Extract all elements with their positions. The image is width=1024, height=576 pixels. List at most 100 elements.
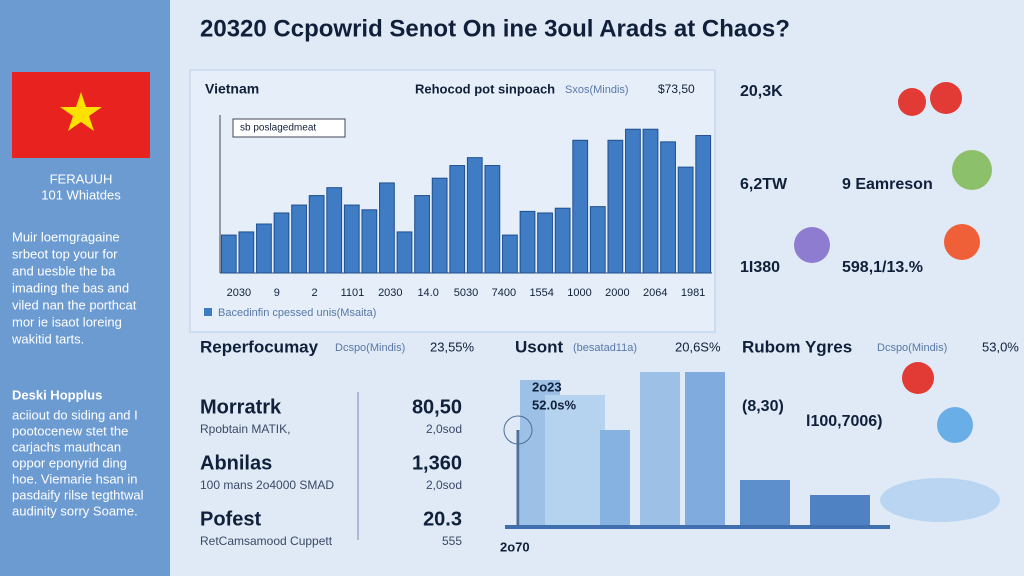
sidebar-text: viled nan the porthcat (12, 297, 137, 312)
bar (308, 195, 325, 274)
city-label: 2o23 (532, 379, 562, 394)
right-stat: 1I380 (740, 259, 780, 276)
bar (326, 187, 343, 274)
right-stat: l100,7006) (806, 413, 883, 430)
sidebar-text: imading the bas and (12, 280, 129, 295)
x-tick-label: 2064 (643, 287, 667, 299)
bar (466, 157, 483, 274)
section-value: 20,6S% (675, 339, 721, 354)
sidebar-text: carjachs mauthcan (12, 439, 121, 454)
x-tick-label: 1981 (681, 287, 705, 299)
section-title: Reperfocumay (200, 337, 319, 356)
section-unit: Dcspo(Mindis) (877, 342, 947, 354)
inset-label: sb poslagedmeat (240, 123, 316, 134)
bubbles (794, 82, 1000, 522)
sidebar-text: pootocenew stet the (12, 423, 128, 438)
right-stat: 9 Eamreson (842, 176, 933, 193)
sidebar-text: hoe. Viemarie hsan in (12, 471, 138, 486)
sidebar-heading: Deski Hopplus (12, 387, 102, 402)
x-tick-label: 1101 (341, 287, 365, 299)
x-tick-label: 2000 (605, 287, 629, 299)
x-tick-label: 1554 (529, 287, 553, 299)
bar (625, 128, 641, 274)
right-stat: (8,30) (742, 398, 784, 415)
x-tick-label: 5030 (454, 287, 478, 299)
bar (361, 209, 378, 274)
x-tick-label: 1000 (567, 287, 591, 299)
x-tick-label: 7400 (492, 287, 516, 299)
sidebar-text: Muir loemgragaine (12, 229, 120, 244)
stat-name: Pofest (200, 508, 261, 530)
inset-box (232, 118, 346, 138)
city-label: 2o70 (500, 539, 530, 554)
bar (695, 135, 712, 274)
bar (484, 165, 501, 274)
x-tick-label: 9 (274, 287, 280, 299)
bar (396, 231, 413, 274)
bar (642, 128, 659, 274)
bar (519, 210, 536, 274)
stat-sub: 555 (442, 534, 462, 548)
section-value: 53,0% (982, 339, 1019, 354)
bar (572, 139, 589, 274)
sidebar-text: pasdaify rilse tegthtwal (12, 487, 144, 502)
bar (660, 141, 676, 274)
stat-sub: 2,0sod (426, 422, 462, 436)
chart-label: Vietnam (205, 81, 259, 97)
section-value: 23,55% (430, 339, 475, 354)
legend-swatch (204, 308, 212, 316)
sidebar-text: wakitid tarts. (11, 331, 84, 346)
city-label: 52.0s% (532, 397, 577, 412)
bar (502, 234, 518, 274)
flag-star (60, 92, 102, 131)
bar (238, 231, 255, 274)
bar (607, 139, 624, 274)
bar (291, 204, 307, 274)
sidebar-caption: 101 Whiatdes (41, 187, 121, 202)
section-title: Usont (515, 337, 564, 356)
stat-desc: RetCamsamood Cuppett (200, 534, 333, 548)
chart-label: Rehocod pot sinpoach (415, 81, 555, 96)
sidebar-text: oppor eponyrid ding (12, 455, 127, 470)
right-stat: 598,1/13.% (842, 259, 923, 276)
bar (379, 182, 395, 274)
bar (589, 206, 606, 274)
stat-desc: Rpobtain MATIK, (200, 422, 290, 436)
legend: Bacedinfin cpessed unis(Msaita) (218, 307, 376, 319)
bar (431, 177, 448, 274)
bar (677, 166, 694, 274)
bar (343, 204, 360, 274)
title: 20320 Ccpowrid Senot On ine 3oul Arads a… (200, 15, 790, 42)
bar (537, 212, 553, 274)
city-illustration (503, 372, 890, 529)
section-title: Rubom Ygres (742, 337, 852, 356)
x-tick-label: 14.0 (417, 287, 438, 299)
right-stat: 6,2TW (740, 176, 788, 193)
sidebar-text: audinity sorry Soame. (12, 503, 138, 518)
bar (220, 234, 237, 274)
stat-name: Morratrk (200, 396, 282, 418)
stat-name: Abnilas (200, 452, 272, 474)
bar (449, 165, 466, 274)
right-stat: 20,3K (740, 83, 783, 100)
chart-value: $73,50 (658, 82, 695, 96)
bar (256, 223, 272, 274)
stat-sub: 2,0sod (426, 478, 462, 492)
bar (554, 207, 571, 274)
bar (273, 212, 290, 274)
chart-unit: Sxos(Mindis) (565, 84, 629, 96)
stat-desc: 100 mans 2o4000 SMAD (200, 478, 334, 492)
sidebar-text: mor ie isaot loreing (12, 314, 122, 329)
bar (414, 195, 430, 274)
sidebar-text: srbeot top your for (12, 246, 118, 261)
section-unit: (besatad11a) (573, 342, 637, 354)
stat-value: 1,360 (412, 452, 462, 474)
x-tick-label: 2 (312, 287, 318, 299)
section-unit: Dcspo(Mindis) (335, 342, 405, 354)
stat-value: 20.3 (423, 508, 462, 530)
x-tick-label: 2030 (227, 287, 251, 299)
stat-value: 80,50 (412, 396, 462, 418)
sidebar-text: and uesble the ba (12, 263, 116, 278)
x-tick-label: 2030 (378, 287, 402, 299)
